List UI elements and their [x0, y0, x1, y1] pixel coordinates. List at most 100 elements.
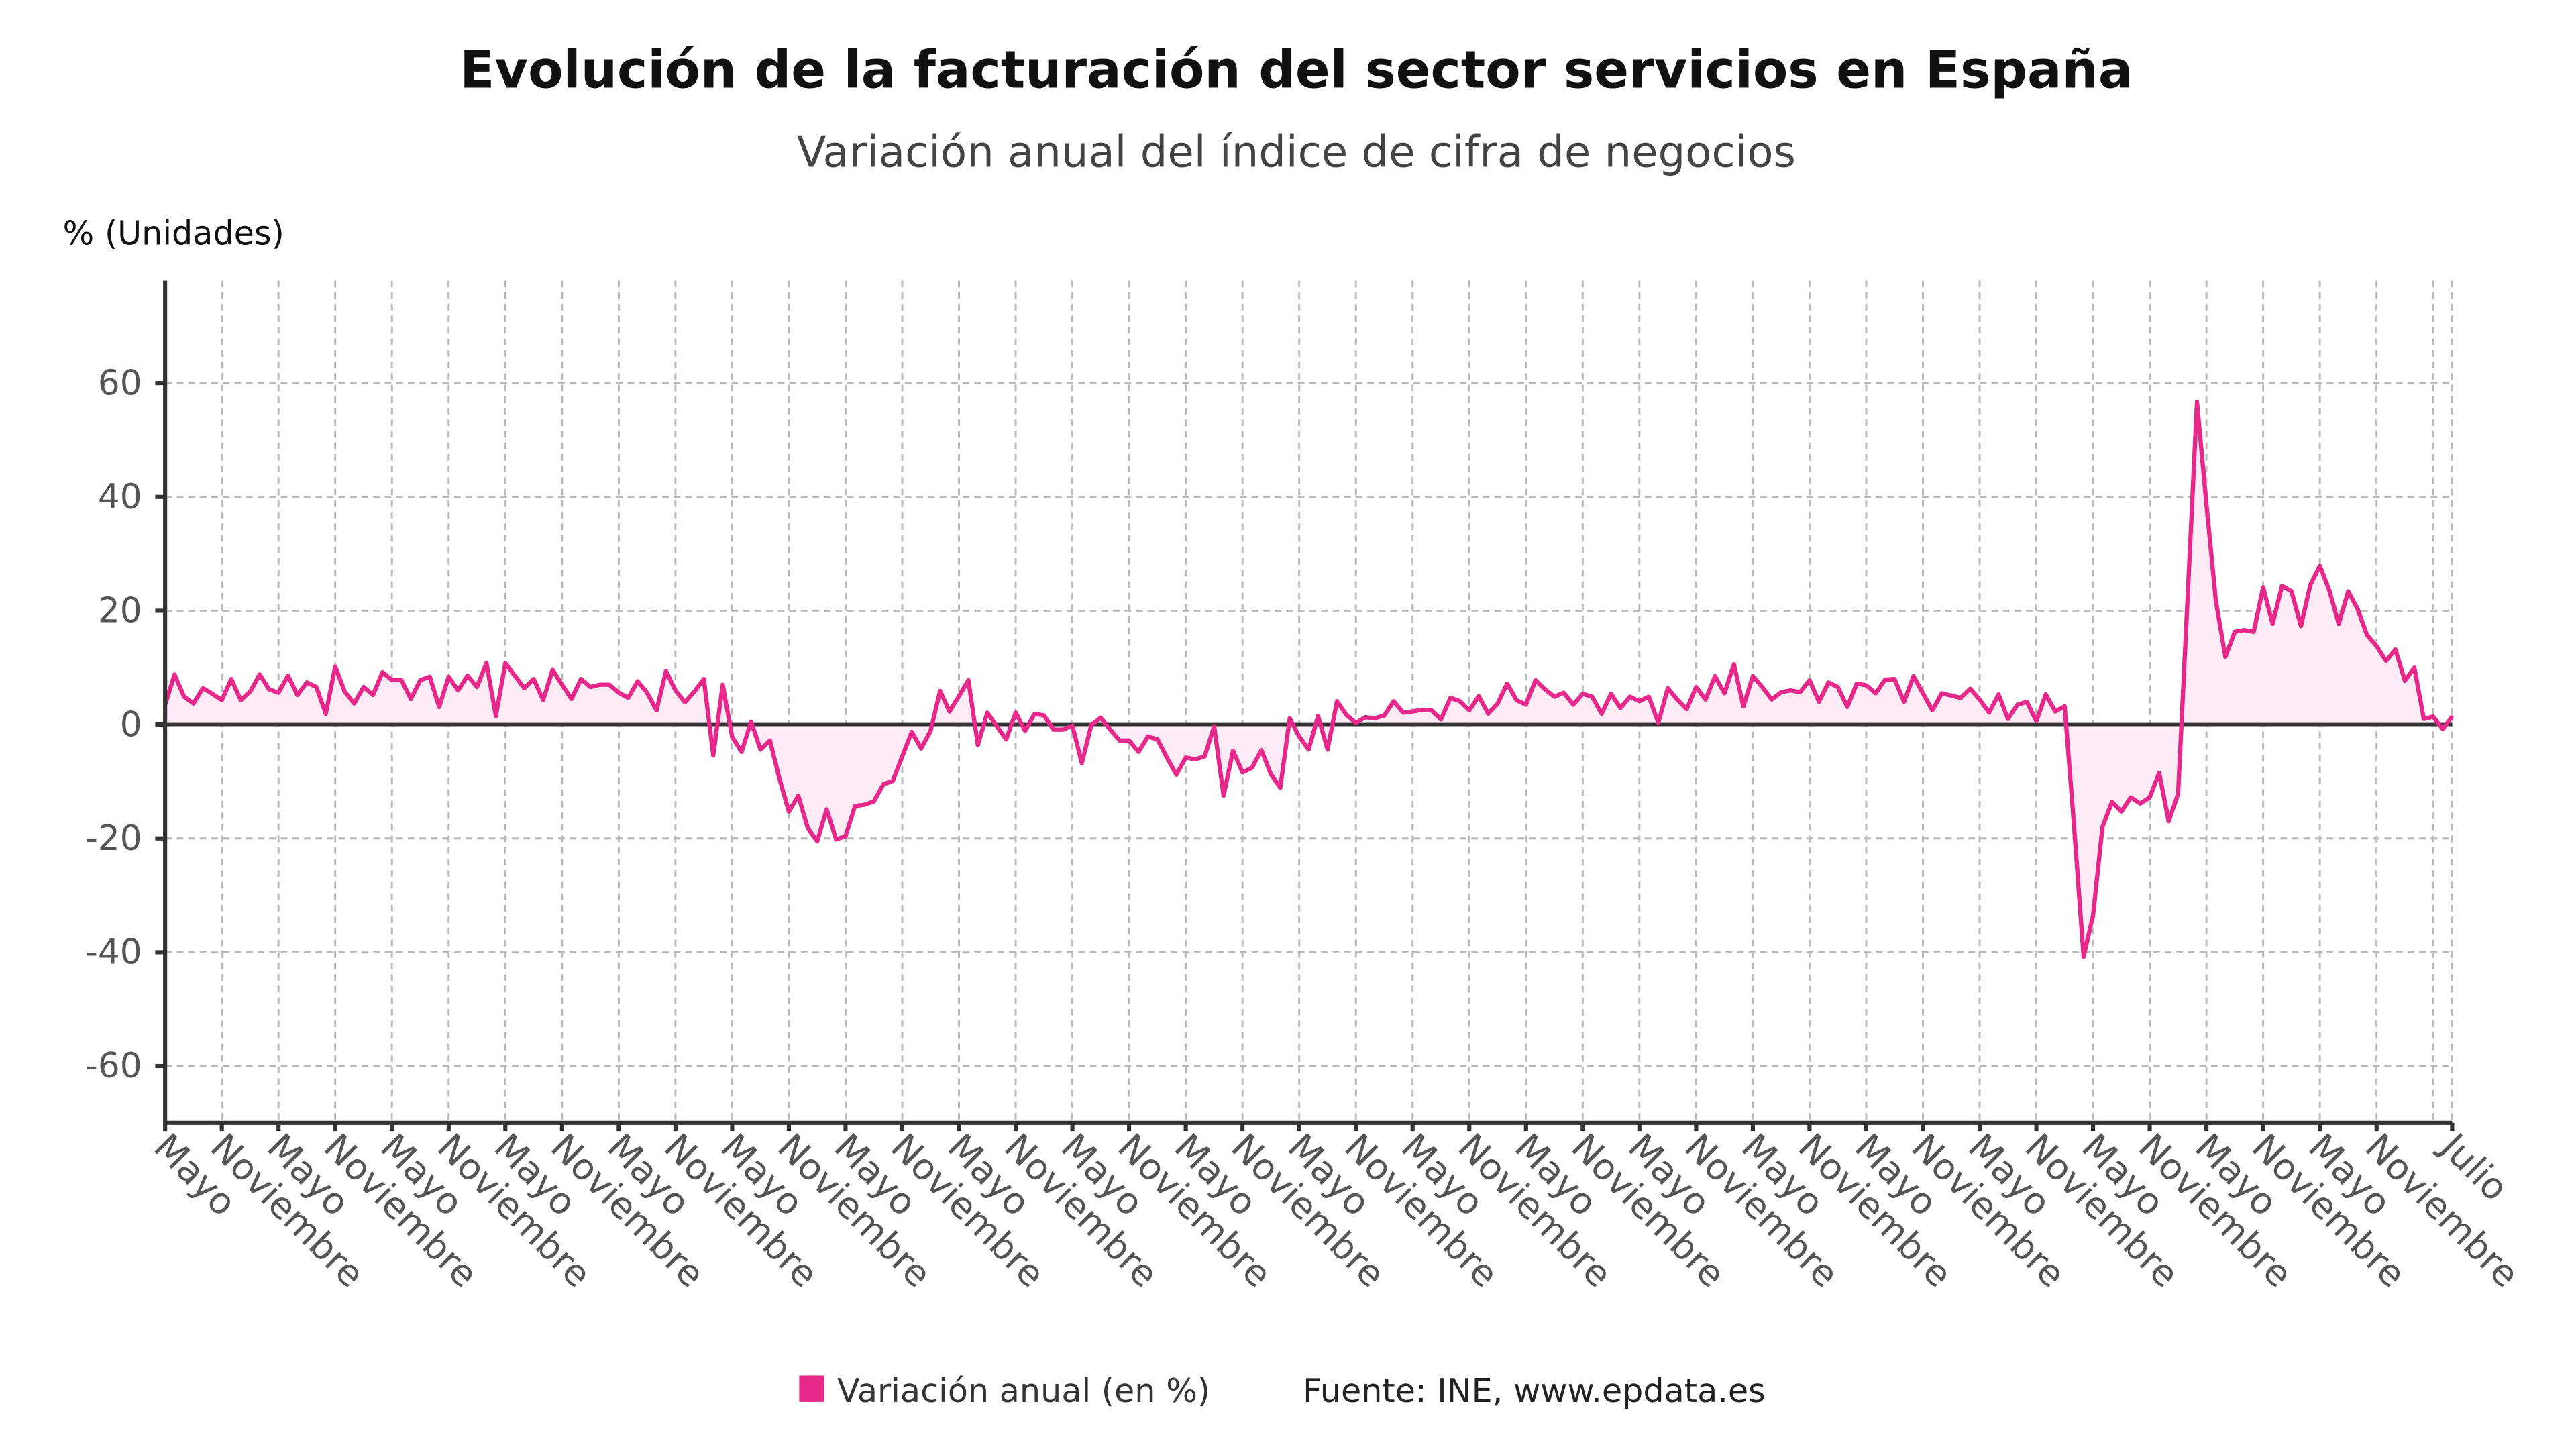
data-point — [1572, 703, 1575, 706]
data-point — [759, 748, 762, 751]
data-point — [777, 777, 781, 780]
data-point — [1487, 712, 1490, 715]
data-point — [1373, 716, 1377, 720]
data-point — [1638, 700, 1641, 703]
data-point — [1392, 700, 1395, 703]
data-point — [268, 688, 271, 691]
data-point — [211, 692, 214, 696]
data-point — [1685, 708, 1688, 711]
data-point — [1695, 686, 1698, 689]
data-point — [1770, 698, 1774, 701]
data-point — [1061, 728, 1065, 731]
data-point — [381, 671, 384, 674]
data-point — [2110, 800, 2114, 804]
data-point — [476, 686, 479, 689]
data-point — [1647, 695, 1650, 698]
data-point — [2157, 771, 2161, 775]
data-point — [825, 808, 828, 811]
data-point — [1931, 708, 1934, 712]
data-point — [712, 753, 715, 757]
data-point — [1959, 696, 1962, 700]
data-point — [627, 696, 630, 700]
data-point — [2025, 700, 2029, 704]
y-tick-label: -20 — [85, 818, 142, 859]
data-point — [2224, 655, 2227, 659]
data-point — [948, 710, 951, 713]
data-point — [2328, 588, 2331, 592]
data-point — [1893, 678, 1896, 681]
data-point — [910, 731, 914, 734]
data-point — [1052, 728, 1055, 731]
data-point — [664, 669, 667, 673]
data-point — [296, 694, 299, 696]
data-point — [1884, 678, 1887, 682]
data-point — [1080, 761, 1083, 765]
data-point — [1401, 711, 1405, 714]
data-point — [305, 681, 309, 684]
data-point — [2063, 704, 2066, 708]
data-point — [693, 690, 696, 693]
data-point — [1619, 706, 1622, 710]
data-point — [513, 674, 517, 678]
data-point — [816, 840, 819, 843]
data-point — [1383, 714, 1386, 717]
y-tick-label: 60 — [98, 363, 142, 403]
data-point — [645, 691, 649, 694]
data-point — [1288, 716, 1291, 720]
data-point — [1260, 749, 1263, 752]
data-point — [1175, 773, 1178, 776]
data-point — [1978, 698, 1981, 701]
data-point — [1269, 772, 1273, 775]
data-point — [1562, 691, 1566, 694]
data-point — [428, 675, 431, 678]
data-point — [1799, 690, 1802, 694]
data-point — [362, 686, 365, 689]
data-point — [1609, 692, 1613, 696]
data-point — [1505, 682, 1509, 685]
data-point — [589, 686, 592, 689]
data-point — [1449, 696, 1452, 700]
data-point — [1193, 757, 1197, 761]
data-point — [636, 680, 639, 683]
data-point — [1430, 708, 1433, 712]
data-point — [1732, 663, 1735, 666]
data-point — [1326, 748, 1329, 751]
data-point — [2356, 607, 2359, 610]
data-point — [2394, 648, 2397, 651]
data-point — [872, 800, 875, 803]
data-point — [277, 691, 280, 694]
data-point — [324, 712, 327, 715]
data-point — [863, 803, 866, 806]
data-point — [2167, 820, 2170, 823]
data-point — [1940, 692, 1943, 695]
data-point — [258, 673, 262, 676]
data-point — [1845, 705, 1849, 708]
data-point — [2403, 679, 2406, 682]
data-point — [749, 720, 753, 723]
data-point — [2451, 715, 2454, 718]
data-point — [1165, 756, 1169, 759]
data-point — [844, 835, 847, 838]
data-point — [2300, 625, 2302, 628]
data-point — [835, 838, 838, 841]
data-point — [957, 694, 961, 698]
y-tick-label: 0 — [120, 704, 142, 745]
data-point — [1676, 698, 1679, 701]
data-point — [2347, 590, 2350, 593]
data-point — [541, 698, 545, 702]
data-point — [2176, 792, 2180, 796]
data-point — [494, 714, 498, 718]
data-point — [1666, 686, 1670, 690]
data-point — [797, 794, 800, 798]
data-point — [1997, 693, 2000, 696]
data-point — [2384, 659, 2387, 663]
data-point — [1222, 794, 1225, 798]
data-point — [920, 747, 923, 750]
data-point — [220, 698, 223, 702]
data-point — [1250, 766, 1254, 769]
data-point — [1137, 750, 1140, 753]
data-point — [447, 675, 450, 678]
data-point — [1628, 695, 1631, 698]
data-point — [1203, 755, 1206, 758]
data-point — [1780, 690, 1783, 694]
